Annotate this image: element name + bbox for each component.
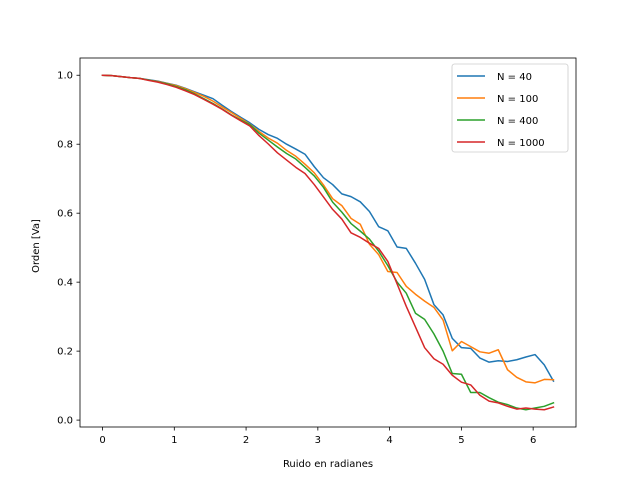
x-tick-label: 6	[530, 435, 536, 446]
y-tick-label: 1.0	[57, 71, 73, 82]
axes-layer: 0 1 2 3 4 5 6 0.0 0.2 0.4 0.6 0.8 1.0	[57, 57, 577, 446]
x-tick-label: 1	[171, 435, 177, 446]
x-tick-label: 0	[99, 435, 105, 446]
series-line-3	[101, 74, 555, 411]
y-axis-label: Orden [Va]	[31, 219, 42, 273]
plot-frame	[79, 57, 577, 428]
x-tick-label: 5	[458, 435, 464, 446]
legend-label-3: N = 1000	[497, 138, 545, 149]
y-tick-label: 0.2	[57, 347, 73, 358]
x-tick-label: 2	[243, 435, 249, 446]
y-tick-label: 0.0	[57, 416, 73, 427]
y-tick-label: 0.8	[57, 140, 73, 151]
legend-box	[451, 63, 569, 153]
legend-label-1: N = 100	[497, 94, 538, 105]
legend-label-2: N = 400	[497, 116, 538, 127]
y-tick-label: 0.6	[57, 209, 73, 220]
x-tick-label: 4	[386, 435, 392, 446]
y-tick-label: 0.4	[57, 278, 73, 289]
legend-label-0: N = 40	[497, 72, 532, 83]
x-axis-label: Ruido en radianes	[283, 459, 373, 470]
x-tick-label: 3	[315, 435, 321, 446]
series-layer	[101, 74, 555, 411]
series-line-1	[101, 74, 555, 384]
legend: N = 40 N = 100 N = 400 N = 1000	[451, 63, 569, 153]
